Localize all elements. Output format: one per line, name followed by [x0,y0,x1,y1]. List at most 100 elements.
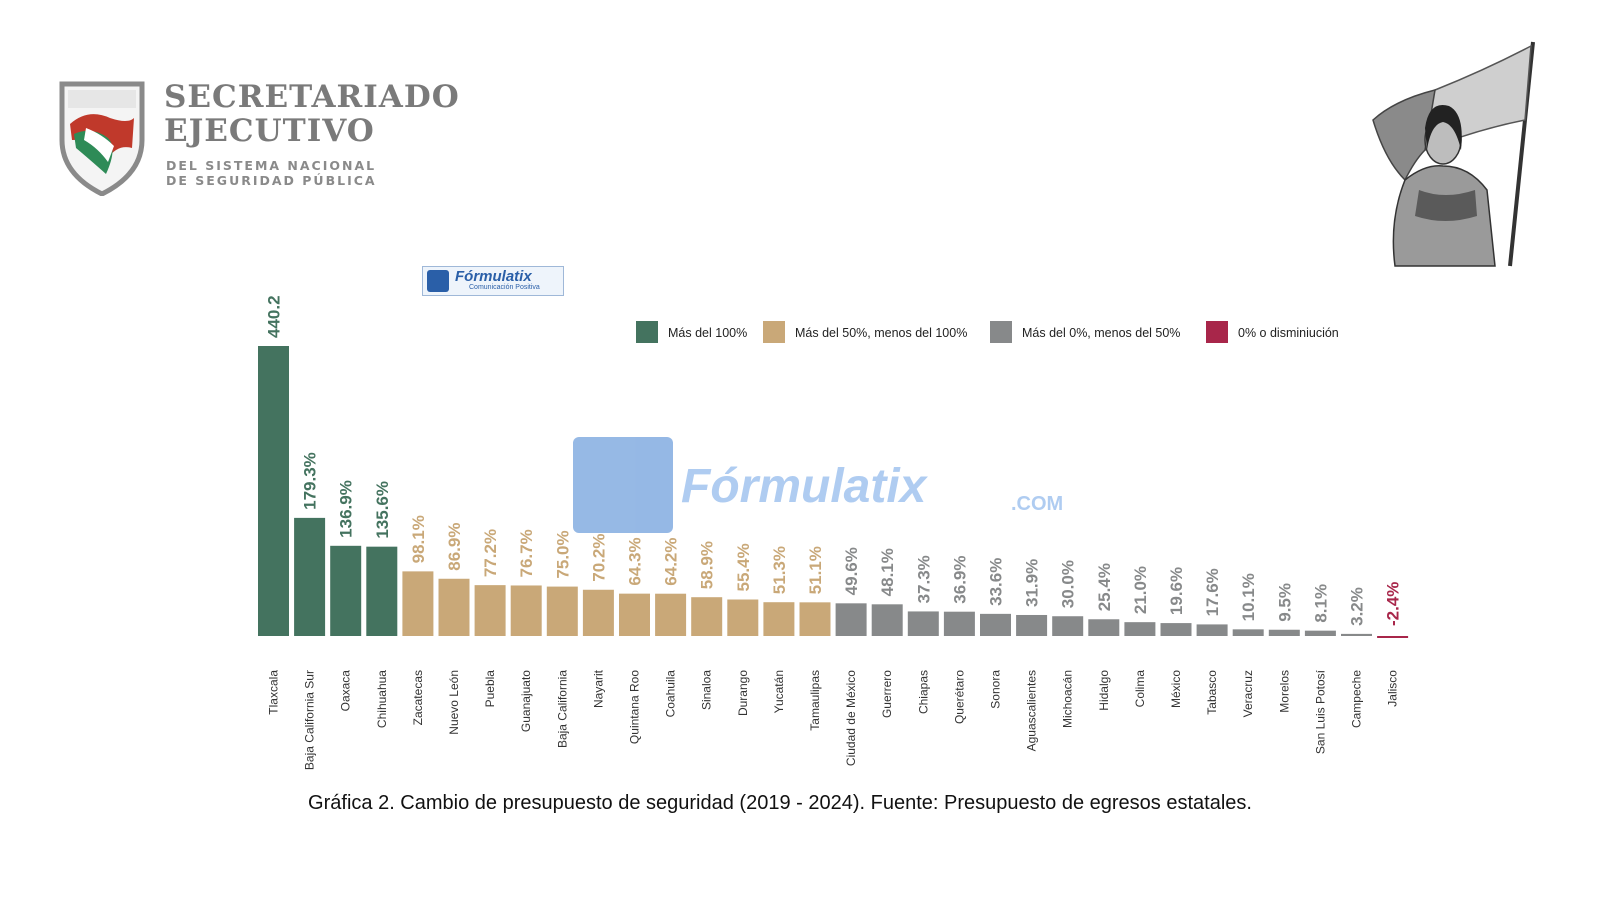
brand-icon [427,270,449,292]
value-label-28: 9.5% [1275,583,1294,622]
value-label-7: 76.7% [517,529,536,577]
bar-19 [943,611,975,636]
bar-28 [1268,629,1300,636]
bar-25 [1160,623,1192,636]
category-label-12: Sinaloa [700,670,714,710]
legend-label-1: Más del 50%, menos del 100% [795,326,967,340]
legend-label-2: Más del 0%, menos del 50% [1022,326,1180,340]
bar-14 [763,602,795,636]
category-label-10: Quintana Roo [628,670,642,744]
category-label-8: Baja California [555,670,569,748]
category-label-0: Tlaxcala [267,670,281,715]
header: SECRETARIADO EJECUTIVO DEL SISTEMA NACIO… [58,78,478,198]
brand-name: Fórmulatix [455,268,532,285]
value-label-10: 64.3% [626,537,645,585]
value-label-12: 58.9% [698,541,717,589]
value-label-31: -2.4% [1384,582,1403,626]
value-label-9: 70.2% [589,534,608,582]
category-label-5: Nuevo León [447,670,461,735]
category-label-28: Morelos [1277,670,1291,713]
category-label-29: San Luis Potosí [1313,669,1327,754]
chart-category-labels: Tlaxcala Baja California Sur Oaxaca Chihuah… [267,669,1400,770]
category-label-2: Oaxaca [339,670,353,712]
bar-31 [1377,636,1409,638]
bar-23 [1088,619,1120,636]
value-label-6: 77.2% [481,529,500,577]
category-label-15: Tamaulipas [808,670,822,731]
category-label-3: Chihuahua [375,670,389,728]
org-subtitle-line1: DEL SISTEMA NACIONAL [166,158,377,173]
bar-8 [546,586,578,636]
bar-10 [619,593,650,636]
category-label-25: México [1169,670,1183,708]
category-label-11: Coahuila [664,670,678,718]
bar-4 [402,571,434,636]
bar-29 [1304,630,1336,636]
brand-tagline: Comunicación Positiva [469,284,540,291]
value-label-2: 136.9% [337,480,356,538]
value-label-4: 98.1% [409,515,428,563]
category-label-14: Yucatán [772,670,786,713]
value-label-8: 75.0% [553,530,572,578]
value-label-21: 31.9% [1023,559,1042,607]
org-title-line1: SECRETARIADO [164,79,460,115]
category-label-27: Veracruz [1241,670,1255,717]
legend-label-0: Más del 100% [668,326,747,340]
category-label-17: Guerrero [880,670,894,718]
category-label-9: Nayarit [591,669,605,708]
bar-13 [727,599,759,636]
category-label-24: Colima [1133,670,1147,708]
chart-value-labels: 440.2 179.3% 136.9% 135.6% 98.1% 86.9% 77.2% 76… [265,295,1403,626]
watermark-suffix: .COM [1011,493,1064,515]
bar-11 [655,593,687,636]
value-label-1: 179.3% [301,452,320,510]
chart-caption: Gráfica 2. Cambio de presupuesto de segu… [308,792,1252,814]
value-label-30: 3.2% [1348,587,1367,626]
value-label-25: 19.6% [1167,567,1186,615]
value-label-18: 37.3% [914,555,933,603]
category-label-1: Baja California Sur [303,670,317,770]
watermark-text: Fórmulatix [681,460,927,513]
value-label-20: 33.6% [987,558,1006,606]
legend-swatch-1 [763,321,785,343]
bar-2 [330,545,362,636]
category-label-30: Campeche [1350,670,1364,728]
category-label-23: Hidalgo [1097,670,1111,711]
bar-6 [474,585,506,636]
value-label-11: 64.2% [662,538,681,586]
value-label-14: 51.3% [770,546,789,594]
value-label-29: 8.1% [1311,584,1330,623]
value-label-5: 86.9% [445,523,464,571]
value-label-22: 30.0% [1059,560,1078,608]
category-label-13: Durango [736,670,750,716]
value-label-0: 440.2 [265,295,284,338]
bar-1 [294,517,326,636]
seal-logo [59,81,145,196]
bar-21 [1016,614,1048,636]
legend-swatch-0 [636,321,658,343]
bar-0 [258,346,289,636]
org-title: SECRETARIADO EJECUTIVO [164,80,460,148]
value-label-26: 17.6% [1203,568,1222,616]
category-label-31: Jalisco [1386,670,1400,707]
category-label-4: Zacatecas [411,670,425,725]
bar-18 [907,611,939,636]
value-label-17: 48.1% [878,548,897,596]
value-label-23: 25.4% [1095,563,1114,611]
bar-5 [438,578,470,636]
legend-swatch-2 [990,321,1012,343]
value-label-19: 36.9% [950,555,969,603]
org-subtitle-line2: DE SEGURIDAD PÚBLICA [166,173,377,188]
bar-22 [1052,616,1084,636]
bar-26 [1196,624,1228,636]
chart-legend: Más del 100% Más del 50%, menos del 100% M… [636,321,1339,343]
bar-24 [1124,622,1156,636]
bar-27 [1232,629,1264,636]
watermark-icon [573,437,673,533]
bar-3 [366,546,398,636]
category-label-21: Aguascalientes [1025,670,1039,751]
category-label-6: Puebla [483,670,497,708]
value-label-15: 51.1% [806,546,825,594]
bar-20 [980,613,1011,636]
